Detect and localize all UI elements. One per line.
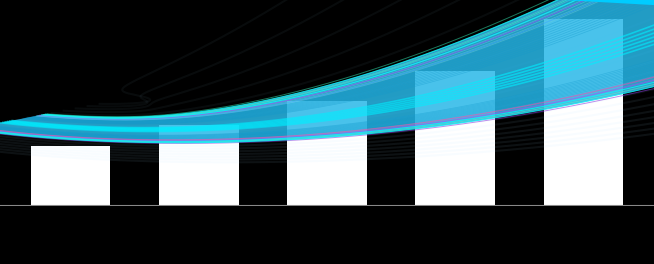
Bar	[287, 101, 367, 206]
Bar	[543, 19, 623, 206]
Bar	[415, 71, 495, 206]
Bar	[31, 146, 111, 206]
Bar	[159, 125, 239, 206]
Text: FY2029: FY2029	[546, 223, 621, 241]
Polygon shape	[544, 0, 654, 19]
Text: FY2026: FY2026	[161, 223, 237, 241]
Text: FY2027: FY2027	[289, 223, 365, 241]
Text: FY2028: FY2028	[417, 223, 493, 241]
Polygon shape	[0, 0, 654, 143]
Text: FY2025: FY2025	[33, 223, 108, 241]
